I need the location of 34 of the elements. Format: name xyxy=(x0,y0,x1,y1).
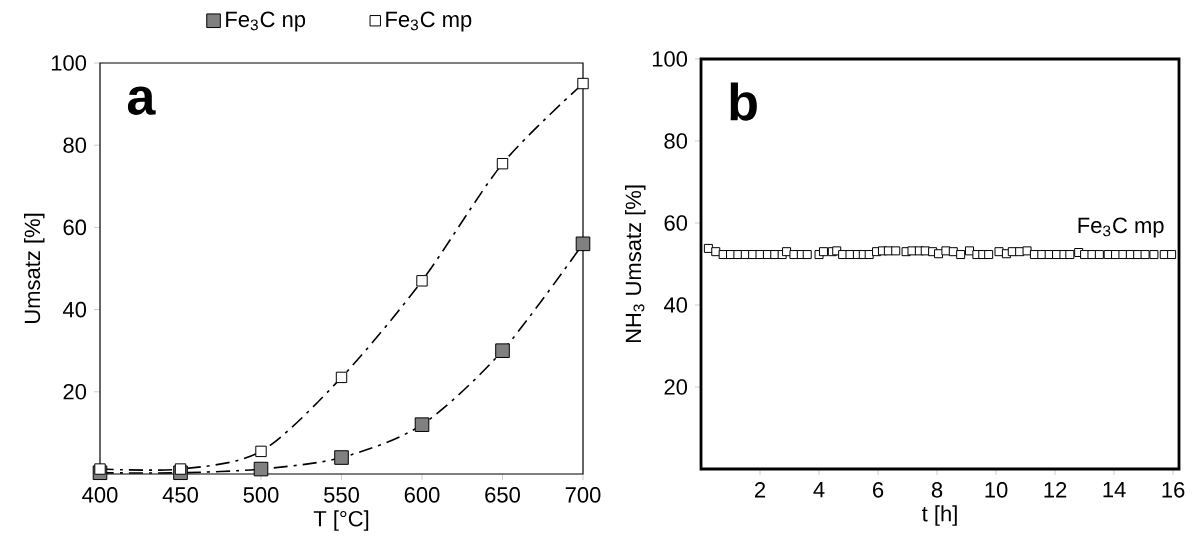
legend-label: Fe$_{3}$C np xyxy=(226,11,306,32)
x-tick-label: 14 xyxy=(1103,482,1126,498)
annotation: a xyxy=(127,86,156,115)
legend-label: Fe$_{3}$C mp xyxy=(386,11,472,32)
y-tick-label: 80 xyxy=(63,137,87,153)
x-tick-label: 550 xyxy=(324,487,359,503)
y-tick-label: 60 xyxy=(63,219,87,236)
y-tick-label: 80 xyxy=(664,133,688,149)
annotation: b xyxy=(730,82,757,121)
x-tick-label: 6 xyxy=(873,482,884,498)
y-axis-title: Umsatz [%] xyxy=(24,213,45,324)
x-axis-title: t [h] xyxy=(922,505,957,526)
x-tick-label: 16 xyxy=(1162,482,1185,498)
series-label: Fe$_{3}$C mp xyxy=(1078,217,1164,238)
x-tick-label: 400 xyxy=(82,487,118,503)
x-tick-label: 450 xyxy=(162,487,198,503)
y-tick-label: 100 xyxy=(652,51,688,67)
x-tick-label: 500 xyxy=(243,487,279,503)
x-tick-label: 10 xyxy=(985,482,1008,498)
y-tick-label: 20 xyxy=(63,384,87,400)
x-tick-label: 2 xyxy=(755,482,766,498)
y-tick-label: 40 xyxy=(663,297,688,313)
x-axis-title: T [°C] xyxy=(313,510,369,531)
y-tick-label: 100 xyxy=(51,55,87,71)
y-tick-label: 40 xyxy=(62,301,87,318)
y-axis-title: NH$_{3}$ Umsatz [%] xyxy=(625,185,646,343)
x-tick-label: 700 xyxy=(565,487,601,503)
x-tick-label: 12 xyxy=(1044,482,1067,498)
x-tick-label: 600 xyxy=(404,487,440,503)
y-tick-label: 60 xyxy=(664,215,688,231)
x-tick-label: 4 xyxy=(813,482,825,498)
x-tick-label: 650 xyxy=(485,487,520,503)
y-tick-label: 20 xyxy=(664,379,688,395)
x-tick-label: 8 xyxy=(931,482,943,498)
